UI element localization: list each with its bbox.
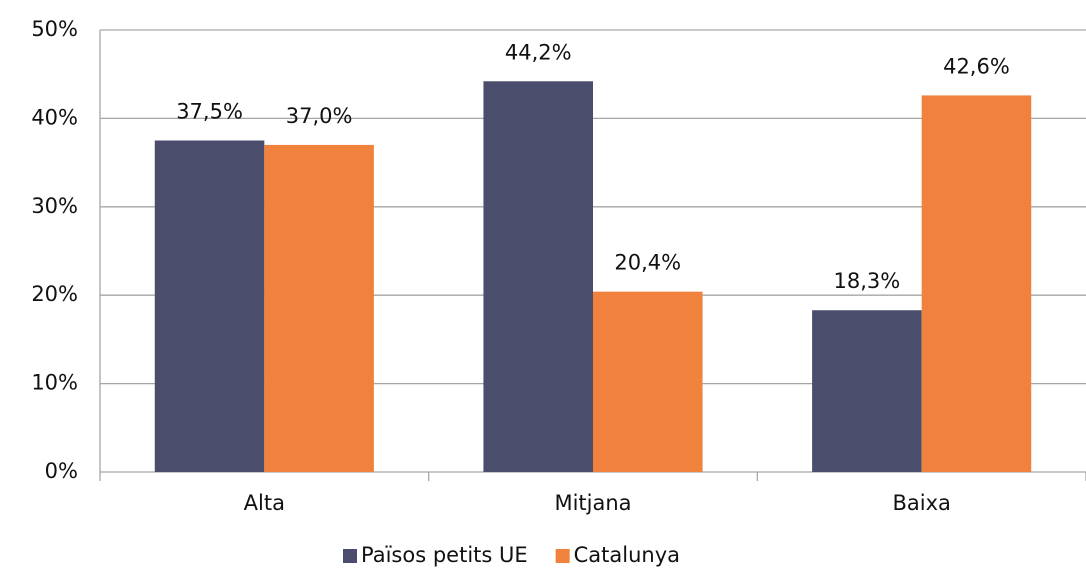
bar — [264, 144, 374, 473]
value-label: 18,3% — [834, 269, 901, 293]
value-label: 37,5% — [176, 100, 243, 124]
y-tick-label: 50% — [31, 17, 78, 41]
y-tick-label: 0% — [45, 459, 78, 483]
bar — [154, 140, 265, 472]
x-tick-label: Mitjana — [554, 491, 631, 515]
bar — [921, 95, 1032, 472]
legend-swatch — [555, 549, 570, 563]
bar — [593, 291, 703, 472]
value-label: 42,6% — [943, 54, 1010, 78]
x-tick-label: Baixa — [892, 491, 950, 515]
value-label: 44,2% — [505, 40, 572, 64]
x-tick-label: Alta — [244, 491, 285, 515]
value-label: 37,0% — [286, 104, 353, 128]
value-label: 20,4% — [614, 251, 681, 275]
legend-label: Catalunya — [574, 543, 680, 567]
y-tick-label: 10% — [31, 371, 78, 395]
y-tick-label: 40% — [31, 105, 78, 129]
bar — [812, 310, 922, 472]
y-tick-label: 20% — [31, 282, 78, 306]
legend-label: Països petits UE — [361, 543, 528, 567]
y-tick-label: 30% — [31, 194, 78, 218]
bar — [483, 81, 593, 472]
legend-swatch — [343, 549, 357, 563]
